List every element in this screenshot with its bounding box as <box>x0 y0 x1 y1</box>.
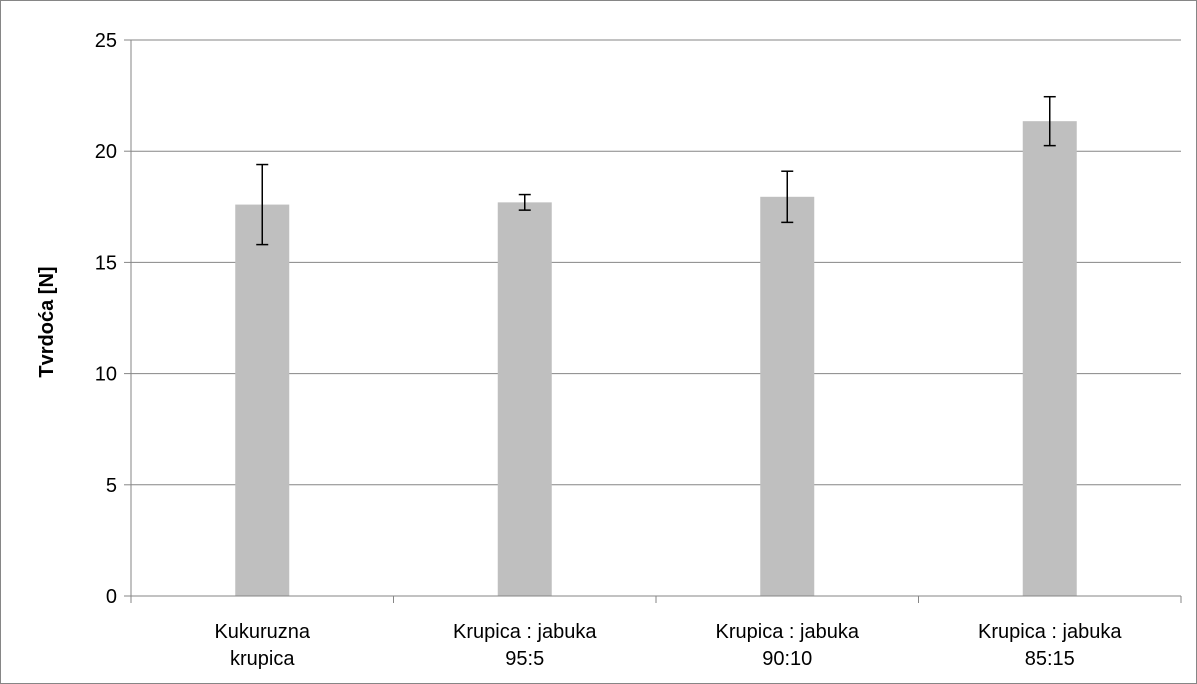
axes <box>124 39 1182 603</box>
category-label: krupica <box>230 648 295 670</box>
y-tick-label: 0 <box>106 586 117 608</box>
category-label: Krupica : jabuka <box>453 621 597 643</box>
bar <box>497 202 552 597</box>
category-label: 85:15 <box>1025 648 1075 670</box>
y-tick-label: 5 <box>106 475 117 497</box>
category-label: 95:5 <box>505 648 544 670</box>
y-tick-label: 15 <box>95 252 117 274</box>
category-label: Krupica : jabuka <box>978 621 1122 643</box>
gridlines <box>131 39 1181 486</box>
bars <box>235 121 1077 597</box>
bar <box>1022 121 1077 597</box>
y-axis-title: Tvrdoća [N] <box>36 266 58 377</box>
y-tick-label: 20 <box>95 141 117 163</box>
category-label: Krupica : jabuka <box>716 621 860 643</box>
bar <box>760 196 815 597</box>
error-bars <box>256 95 1056 246</box>
y-tick-label: 25 <box>95 30 117 52</box>
category-label: Kukuruzna <box>214 621 310 643</box>
category-label: 90:10 <box>762 648 812 670</box>
category-labels: Kukuruzna krupica Krupica : jabuka 95:5 Krup… <box>214 621 1122 670</box>
y-tick-labels: 0 5 10 15 20 25 <box>95 30 117 608</box>
y-tick-label: 10 <box>95 364 117 386</box>
bar <box>235 204 290 597</box>
